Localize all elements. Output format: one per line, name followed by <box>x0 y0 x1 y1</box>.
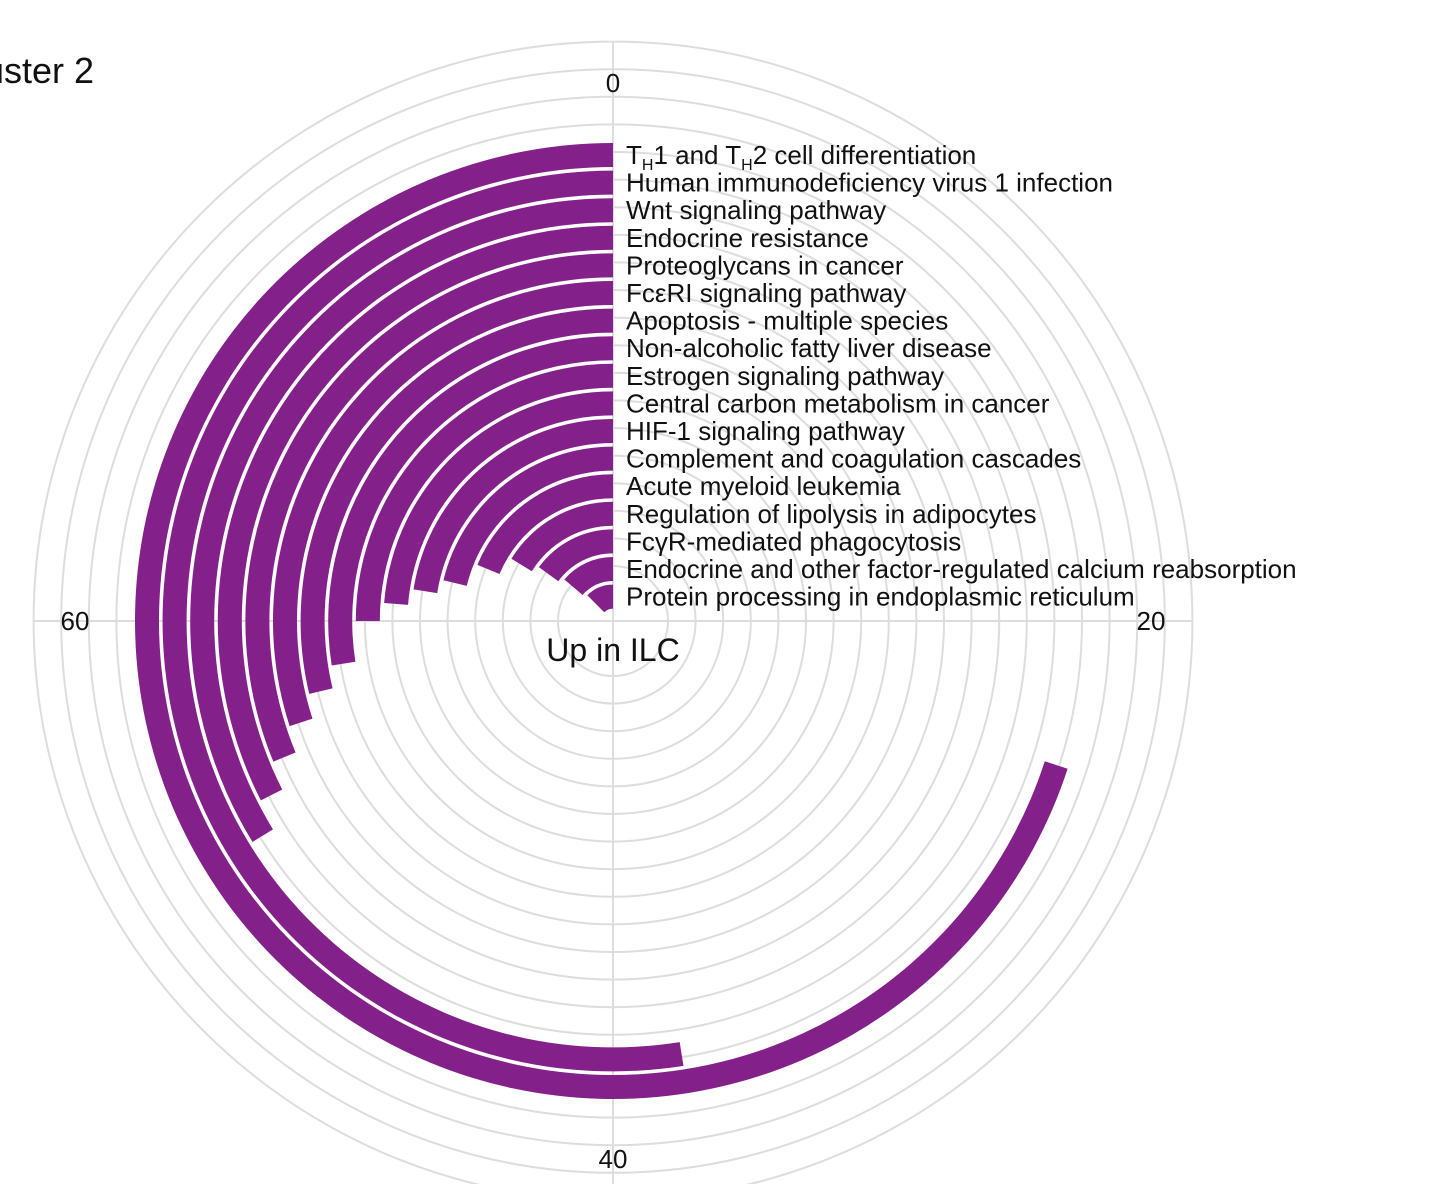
bar <box>355 363 613 621</box>
bar <box>245 253 613 762</box>
center-label: Up in ILC <box>546 632 679 668</box>
category-label: Complement and coagulation cascades <box>626 444 1081 474</box>
category-label: Estrogen signaling pathway <box>626 361 944 391</box>
bar <box>477 474 613 575</box>
bar <box>587 584 613 613</box>
category-label: TH1 and TH2 cell differentiation <box>626 140 976 174</box>
tick-label: 20 <box>1137 606 1166 636</box>
chart-title: uster 2 <box>0 50 94 91</box>
category-label: Non-alcoholic fatty liver disease <box>626 333 992 363</box>
bar <box>190 198 613 842</box>
category-label: HIF-1 signaling pathway <box>626 416 905 446</box>
category-label: Central carbon metabolism in cancer <box>626 388 1050 418</box>
bar <box>564 557 613 596</box>
category-label: FcεRI signaling pathway <box>626 278 906 308</box>
category-label: Acute myeloid leukemia <box>626 471 901 501</box>
category-label: Endocrine resistance <box>626 223 869 253</box>
category-label: Endocrine and other factor-regulated cal… <box>626 554 1297 584</box>
bar <box>413 419 613 594</box>
bar <box>511 501 613 572</box>
axis-tick-labels: 0 20 40 60 <box>61 68 1166 1174</box>
tick-label: 60 <box>61 606 90 636</box>
category-label: Apoptosis - multiple species <box>626 306 948 336</box>
category-label: Regulation of lipolysis in adipocytes <box>626 499 1036 529</box>
bar <box>217 225 613 801</box>
category-label: Human immunodeficiency virus 1 infection <box>626 168 1113 198</box>
bar <box>328 336 613 666</box>
bar <box>384 391 613 605</box>
bar <box>443 446 613 586</box>
bars <box>135 143 1068 1099</box>
category-label: Wnt signaling pathway <box>626 195 886 225</box>
category-label: FcγR-mediated phagocytosis <box>626 526 961 556</box>
category-label: Protein processing in endoplasmic reticu… <box>626 582 1135 612</box>
bar <box>538 529 613 582</box>
tick-label: 0 <box>606 68 620 98</box>
category-label: Proteoglycans in cancer <box>626 250 904 280</box>
tick-label: 40 <box>599 1144 628 1174</box>
